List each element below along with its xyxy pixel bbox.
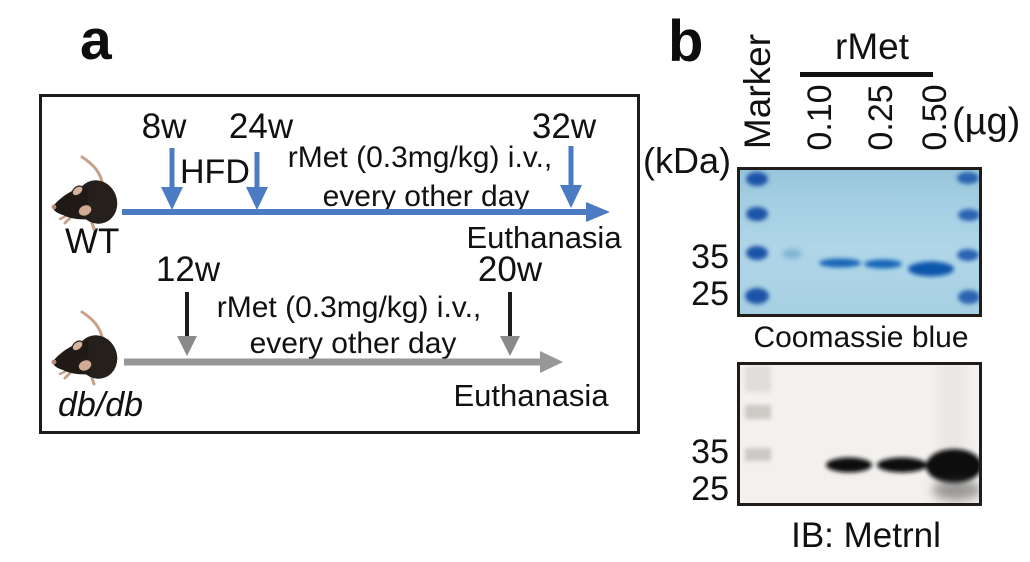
svg-text:0.50: 0.50 — [916, 84, 954, 150]
svg-text:0.25: 0.25 — [862, 84, 900, 150]
svg-text:0.10: 0.10 — [801, 84, 839, 150]
svg-text:Marker: Marker — [737, 34, 778, 149]
